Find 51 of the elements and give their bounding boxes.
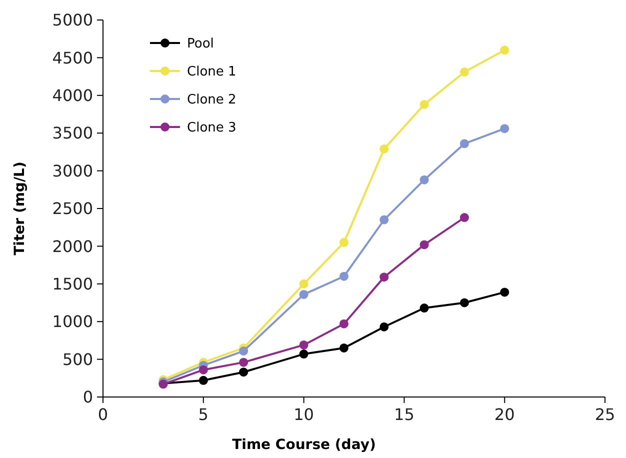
legend-label: Clone 1 [187,64,236,80]
y-tick-label: 2000 [52,236,93,256]
point [239,346,248,356]
point [198,365,208,374]
y-tick-label: 1500 [52,274,93,294]
point [339,272,348,281]
x-tick-label: 20 [494,405,515,424]
point [380,215,389,224]
point [380,272,389,282]
y-tick-label: 3500 [52,124,93,143]
point [420,240,429,250]
point [239,368,248,377]
y-tick-label: 0 [82,388,93,407]
legend-label: Pool [187,36,214,52]
y-axis-title: Titer (mg/L) [12,162,28,256]
y-tick-label: 3000 [52,161,93,180]
point [299,279,308,288]
x-tick-label: 0 [98,405,108,424]
y-tick-label: 4500 [52,48,93,68]
point [460,213,469,222]
y-tick-label: 1000 [52,312,93,332]
point [299,350,308,359]
point [420,100,429,109]
point [420,304,429,313]
y-tick-label: 500 [62,350,93,369]
point [299,290,308,299]
point [460,298,469,308]
point [500,124,510,134]
point [339,343,348,352]
point [500,288,510,297]
point [239,358,248,367]
point [500,46,510,55]
point [299,340,308,350]
point [339,319,348,328]
point [339,238,348,247]
x-axis-title: Time Course (day) [232,437,376,453]
x-tick-label: 10 [294,405,314,424]
x-tick-label: 15 [394,405,414,424]
legend-label: Clone 3 [187,120,236,136]
legend-label: Clone 2 [187,92,236,108]
point [380,144,389,154]
x-tick-label: 25 [594,405,616,424]
point [460,68,469,77]
point [198,376,208,385]
y-tick-label: 4000 [52,86,93,105]
point [380,322,389,332]
y-tick-label: 2500 [52,199,93,218]
point [420,175,429,184]
x-tick-label: 5 [198,405,208,424]
y-tick-label: 5000 [52,10,93,30]
point [460,139,469,148]
